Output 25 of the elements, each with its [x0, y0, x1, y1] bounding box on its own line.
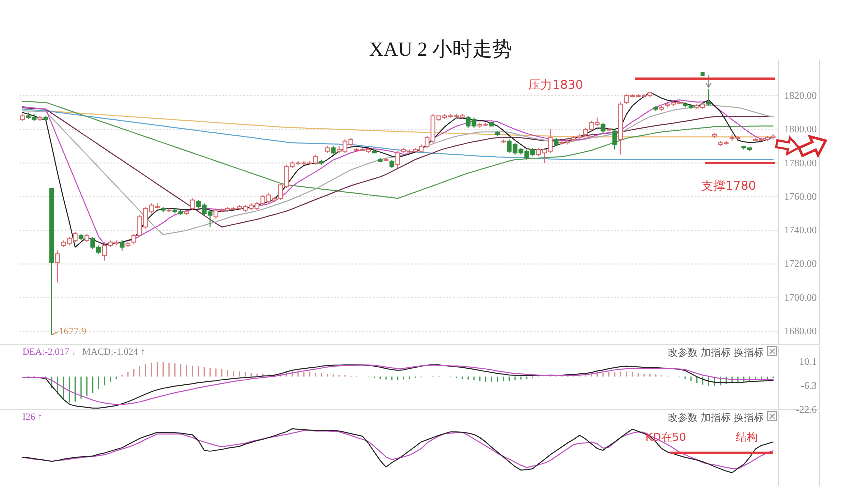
text: I26 ↑	[22, 413, 42, 423]
ref-line-label: 支撑1780	[702, 179, 756, 193]
chart-title: XAU 2 小时走势	[369, 39, 513, 61]
y-tick-label: 10.1	[800, 356, 817, 368]
y-tick-label: 1740.00	[784, 225, 817, 236]
y-tick-label: 1760.00	[784, 191, 817, 202]
y-tick-label: 1780.00	[784, 158, 817, 169]
y-tick-label: 1720.00	[784, 258, 817, 270]
annotation: 改参数	[668, 347, 698, 359]
annotation: MACD:-1.024 ↑	[82, 348, 146, 358]
annotation: DEA:-2.017 ↓	[22, 348, 77, 358]
annotation: 1677.9	[58, 326, 86, 338]
annotation: 换指标	[734, 347, 764, 359]
y-tick-label: 1700.00	[784, 292, 817, 304]
annotation: 结构	[736, 431, 758, 444]
text: 改参数	[668, 412, 698, 424]
y-tick-label: 1820.00	[784, 90, 817, 102]
ref-line-label: 压力1830	[528, 78, 584, 92]
text: 换指标	[734, 412, 764, 424]
y-tick-label: -22.6	[796, 404, 817, 416]
annotation: 加指标	[701, 347, 731, 359]
y-tick-label: 1680.00	[784, 326, 817, 338]
y-tick-label: 1800.00	[784, 124, 817, 136]
text: 加指标	[701, 412, 731, 424]
y-tick-label: -6.3	[801, 380, 817, 392]
